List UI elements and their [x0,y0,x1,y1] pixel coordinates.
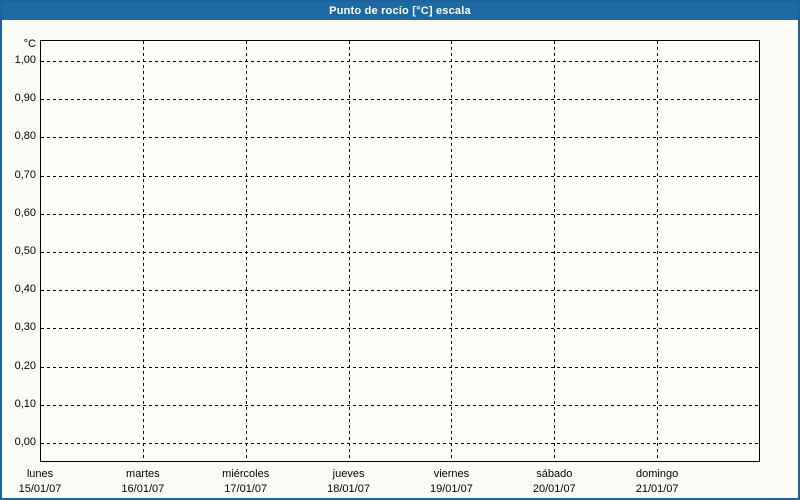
h-gridline [41,99,759,101]
v-gridline [246,41,247,461]
h-gridline [41,328,759,330]
y-tick-label: 0,50 [14,245,36,257]
v-gridline [451,41,452,461]
v-gridline [657,41,658,461]
y-tick-label: 1,00 [14,54,36,66]
y-tick-label: 0,60 [14,206,36,219]
chart-title: Punto de rocío [°C] escala [329,5,471,17]
y-axis-unit-label: °C [23,38,36,50]
v-gridline [554,41,555,461]
x-day-label: lunes [26,468,54,480]
h-gridline [41,175,759,177]
y-tick-label: 0,20 [14,359,36,372]
x-date-label: 15/01/07 [18,483,62,495]
x-day-label: miércoles [222,468,270,480]
x-date-label: 18/01/07 [327,483,370,495]
x-day-label: martes [126,468,160,480]
x-date-label: 19/01/07 [430,483,473,495]
h-gridline [41,404,759,406]
plot-area [40,40,760,462]
y-axis: °C 1,00 0,90 0,80 0,70 0,60 0,50 0,40 0,30 0,20 0… [2,2,36,498]
x-date-label: 21/01/07 [635,483,679,495]
x-day-label: domingo [636,468,679,480]
y-tick-label: 0,80 [14,130,36,143]
y-tick-label: 0,40 [14,283,36,296]
x-day-label: jueves [332,468,365,480]
v-gridline [349,41,350,461]
h-gridline [41,137,759,139]
y-tick-label: 0,00 [14,436,36,448]
y-tick-label: 0,10 [14,397,36,410]
h-gridline [41,213,759,215]
x-date-label: 20/01/07 [532,483,576,495]
h-gridline [41,290,759,292]
h-gridline [41,252,759,253]
y-tick-label: 0,30 [14,321,36,334]
h-gridline [41,61,759,62]
y-tick-label: 0,90 [14,92,36,105]
x-day-label: sábado [536,468,573,480]
x-day-label: viernes [433,468,470,480]
y-tick-label: 0,70 [14,168,36,181]
h-gridline [41,443,759,444]
chart-title-bar: Punto de rocío [°C] escala [2,2,798,20]
x-date-label: 16/01/07 [121,483,165,495]
v-gridline [143,41,144,461]
x-date-label: 17/01/07 [224,483,268,495]
h-gridline [41,366,759,368]
